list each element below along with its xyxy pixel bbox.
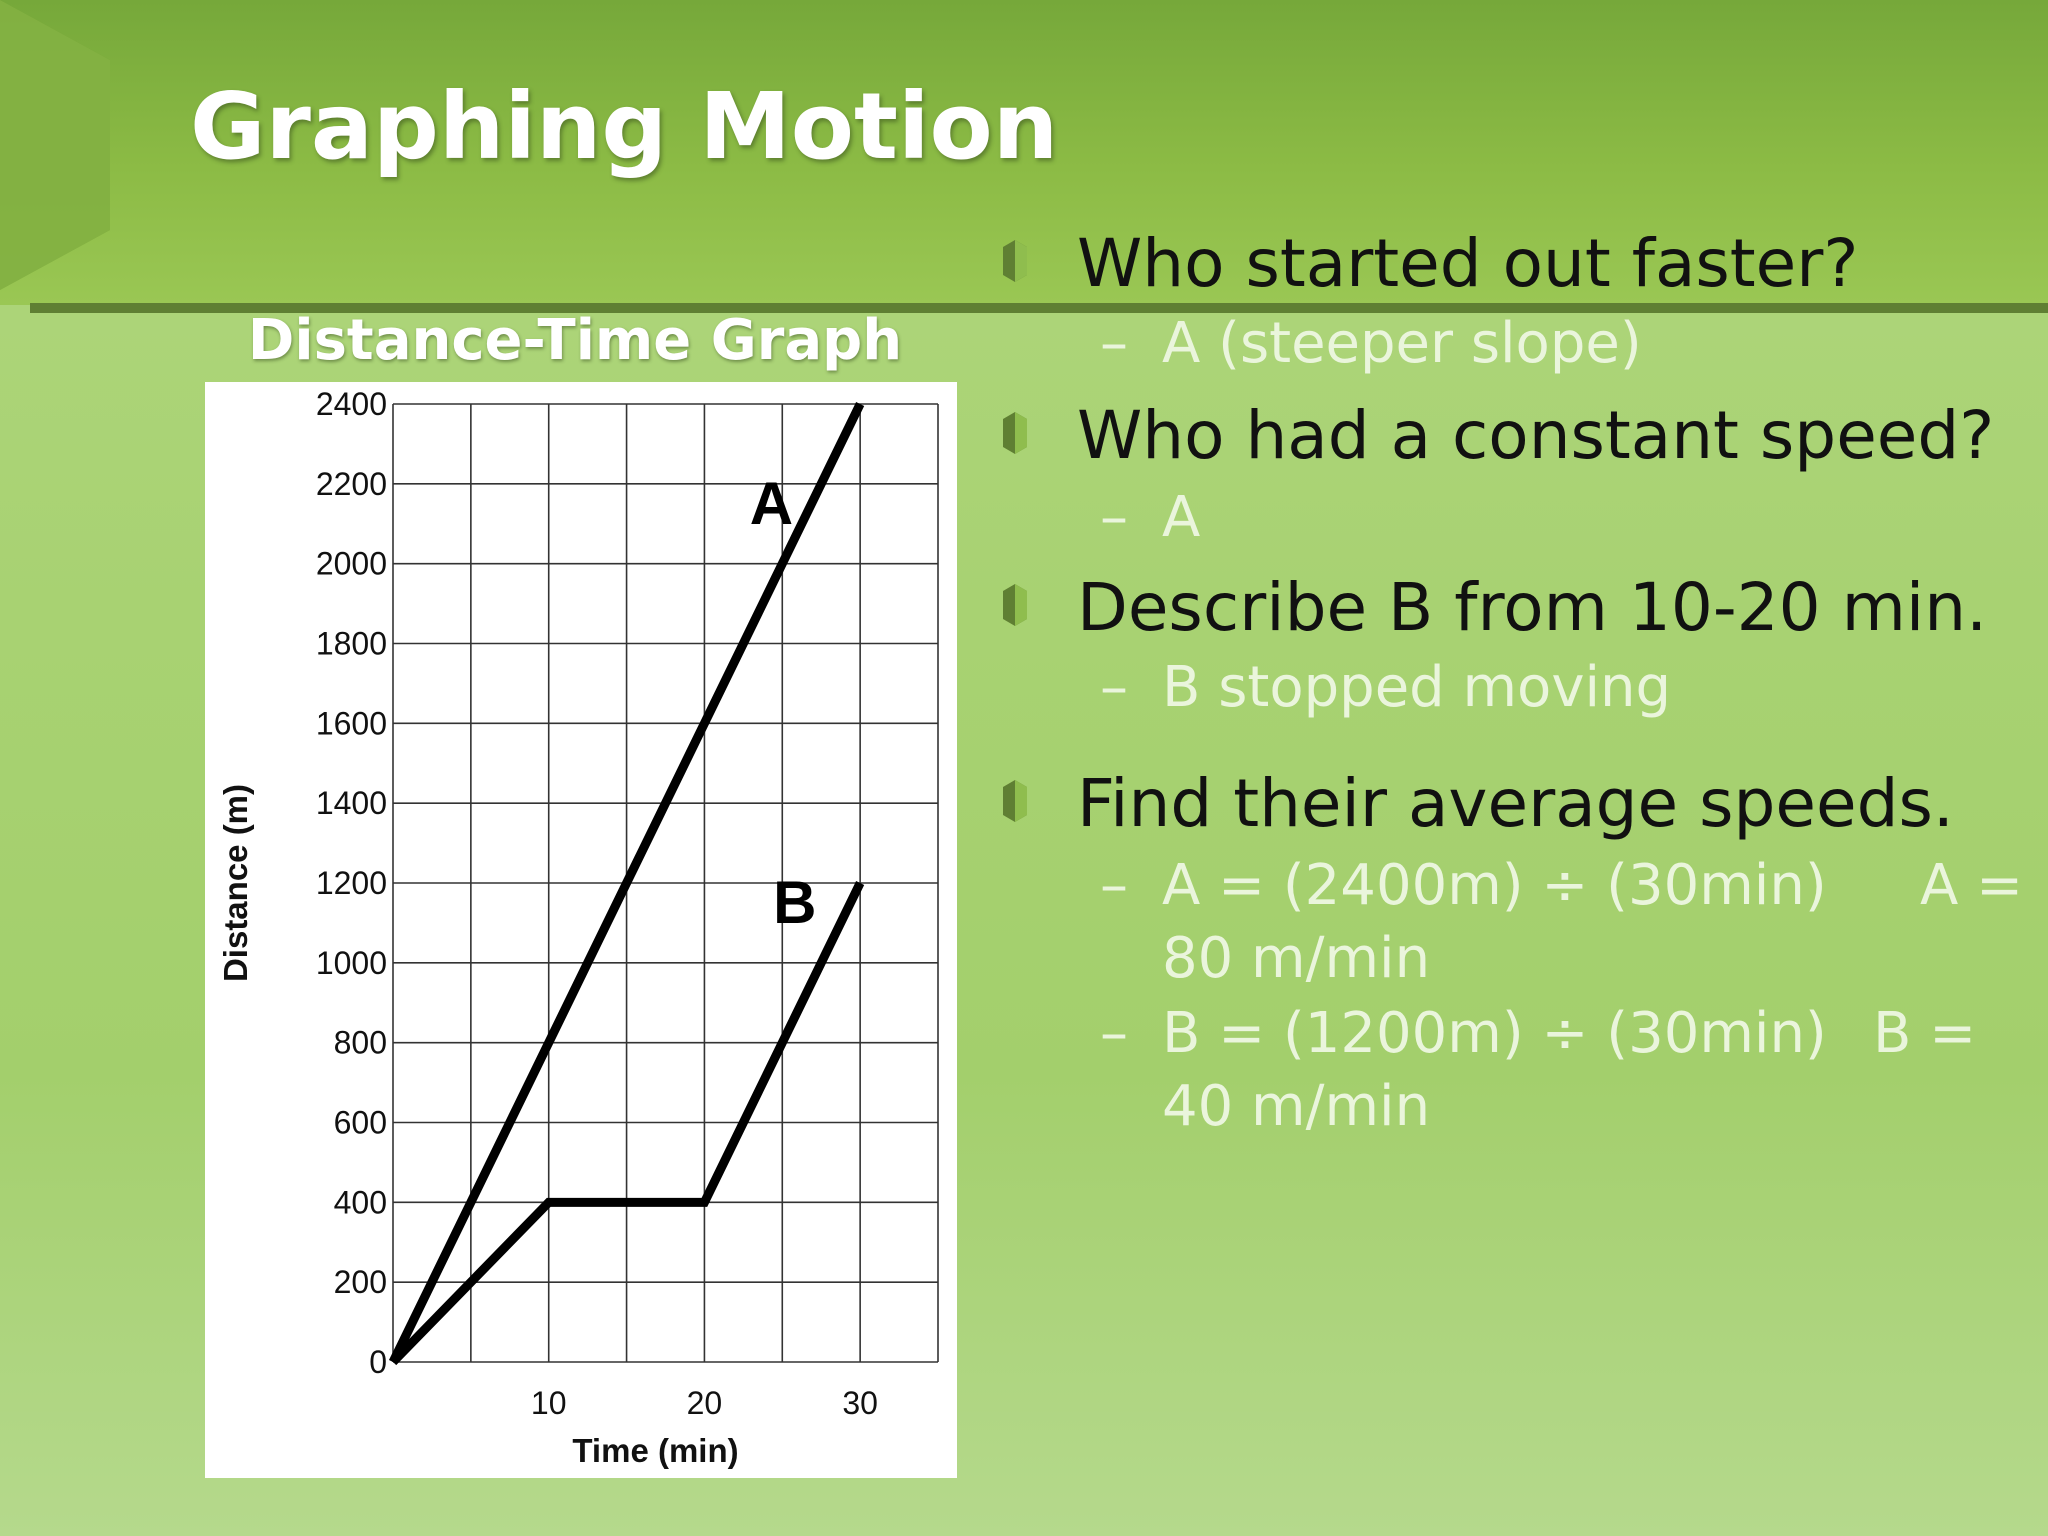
hexagon-decoration-icon [0,0,110,290]
answer-result-label: A = [1920,853,2024,918]
y-tick-label: 200 [334,1264,387,1300]
y-tick-label: 2000 [316,546,387,582]
dash-marker: – [1100,485,1128,550]
y-axis-title: Distance (m) [217,784,254,982]
answer-result-value: 80 m/min [1162,926,1431,991]
y-tick-label: 2200 [316,466,387,502]
answer-text: A = (2400m) ÷ (30min) [1162,853,1827,918]
series-label-b: B [773,869,816,936]
dash-marker: – [1100,311,1128,376]
x-tick-label: 20 [687,1385,723,1421]
y-tick-label: 1600 [316,705,387,741]
distance-time-chart: 0 200 400 600 800 1000 1200 1400 1600 1800 2000 220… [205,382,957,1478]
chart-svg: 0 200 400 600 800 1000 1200 1400 1600 1800 2000 220… [217,386,939,1469]
question-text: Describe B from 10-20 min. [1077,569,1988,646]
y-tick-label: 1800 [316,626,387,662]
x-tick-label: 10 [531,1385,567,1421]
dash-marker: – [1100,853,1128,918]
answer-text: B stopped moving [1162,655,1672,720]
y-tick-label: 600 [334,1105,387,1141]
answer-text: A [1162,485,1201,550]
series-line-a [388,402,865,1364]
bullet-icon [1003,780,1027,822]
series-label-a: A [750,470,793,537]
y-tick-label: 2400 [316,386,387,422]
question-text: Who had a constant speed? [1077,397,1995,474]
slide-title: Graphing Motion [190,73,1059,180]
question-text: Find their average speeds. [1077,765,1954,842]
header-divider [30,303,2048,313]
answer-text: A (steeper slope) [1162,311,1642,376]
bullet-icon [1003,412,1027,454]
answer-result-label: B = [1873,1001,1977,1066]
x-axis-title: Time (min) [572,1432,738,1469]
y-tick-label: 1400 [316,785,387,821]
dash-marker: – [1100,655,1128,720]
y-tick-label: 0 [369,1344,387,1380]
y-tick-label: 1000 [316,945,387,981]
y-tick-label: 1200 [316,865,387,901]
bullet-icon [1003,584,1027,626]
question-text: Who started out faster? [1077,225,1859,302]
bullet-icon [1003,240,1027,282]
answer-text: B = (1200m) ÷ (30min) [1162,1001,1827,1066]
answer-result-value: 40 m/min [1162,1074,1431,1139]
y-tick-label: 400 [334,1184,387,1220]
series-line-b [389,881,865,1366]
y-tick-label: 800 [334,1025,387,1061]
dash-marker: – [1100,1001,1128,1066]
graph-heading: Distance-Time Graph [247,308,903,373]
x-tick-label: 30 [842,1385,878,1421]
